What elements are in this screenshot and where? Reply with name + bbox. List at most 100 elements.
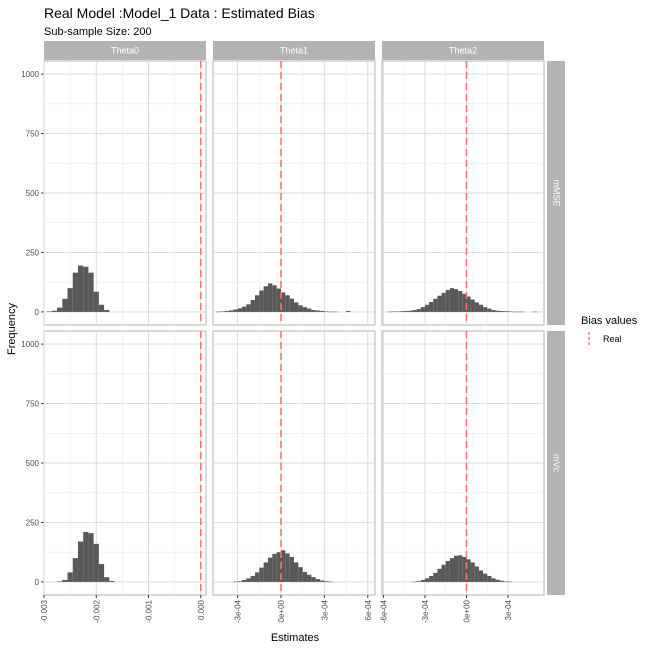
histogram-bar <box>416 309 421 312</box>
histogram-bar <box>72 272 78 312</box>
histogram-bar <box>512 311 517 313</box>
histogram-bar <box>324 311 329 312</box>
histogram-bar <box>246 304 251 312</box>
histogram-bar <box>228 310 234 312</box>
histogram-bar <box>289 298 294 312</box>
x-axis-label: Estimates <box>271 632 320 644</box>
histogram-bar <box>307 574 312 582</box>
histogram-bar <box>433 298 438 312</box>
histogram-bar <box>412 581 417 583</box>
histogram-bar <box>441 292 446 312</box>
legend-title: Bias values <box>581 315 638 327</box>
histogram-bar <box>416 581 421 582</box>
histogram-bar <box>237 308 242 312</box>
histogram-bar <box>276 288 281 312</box>
legend: Bias values Real <box>581 315 638 345</box>
histogram-bar <box>298 567 303 582</box>
histogram-bar <box>57 307 63 312</box>
y-axis-label: Frequency <box>6 303 18 355</box>
y-tick-label: 250 <box>26 248 40 257</box>
x-tick-label: -0.002 <box>92 599 101 622</box>
histogram-bar <box>294 562 299 582</box>
histogram-bar <box>280 292 286 312</box>
histogram-bar <box>495 310 500 312</box>
panel-mvc-theta0 <box>43 330 207 596</box>
panel-mmse-theta2 <box>381 60 545 326</box>
histogram-bar <box>445 560 450 582</box>
histogram-bar <box>458 290 463 312</box>
y-tick-label: 250 <box>26 518 40 527</box>
histogram-bar <box>285 295 290 312</box>
histogram-bar <box>508 581 513 583</box>
histogram-bar <box>429 575 434 582</box>
histogram-bar <box>478 304 484 312</box>
histogram-bar <box>272 285 277 312</box>
histogram-bar <box>311 577 316 582</box>
y-tick-label: 1000 <box>21 70 39 79</box>
histogram-bar <box>474 566 479 582</box>
histogram-bar <box>67 572 73 582</box>
histogram-bar <box>466 296 471 312</box>
histogram-bar <box>491 578 496 582</box>
histogram-bar <box>400 311 405 312</box>
x-tick-label: -0.003 <box>40 599 49 622</box>
histogram-bar <box>333 311 338 313</box>
legend-label-real: Real <box>603 334 622 344</box>
histogram-bar <box>302 571 308 582</box>
histogram-bar <box>311 310 316 312</box>
histogram-bar <box>503 311 508 312</box>
histogram-bar <box>328 581 334 583</box>
histogram-bar <box>474 302 479 312</box>
x-tick-label: -0.001 <box>145 599 154 622</box>
histogram-bar <box>508 311 513 312</box>
histogram-bar <box>241 580 247 582</box>
facet-panels: Theta0 Theta1 Theta2 mMSE mVc 0 250 500 750 1000 0… <box>21 41 565 623</box>
y-tick-label: 500 <box>26 459 40 468</box>
histogram-bar <box>315 310 321 312</box>
histogram-bar <box>104 577 110 582</box>
histogram-bar <box>437 295 442 312</box>
histogram-bar <box>437 568 442 582</box>
x-tick-label: -3e-04 <box>234 599 243 623</box>
histogram-bar <box>272 553 277 582</box>
histogram-bar <box>267 557 273 582</box>
y-tick-label: 750 <box>26 130 40 139</box>
histogram-bar <box>433 572 438 582</box>
histogram-bar <box>67 288 73 312</box>
histogram-bar <box>46 311 52 312</box>
histogram-bar <box>441 564 446 582</box>
histogram-bar <box>250 300 255 312</box>
histogram-bar <box>412 310 417 312</box>
facet-strip-mmse <box>547 61 565 325</box>
histogram-bar <box>51 310 58 312</box>
histogram-bar <box>470 562 475 582</box>
histogram-bar <box>72 558 78 582</box>
histogram-bar <box>276 552 281 582</box>
histogram-bar <box>315 579 321 582</box>
histogram-bar <box>246 578 251 582</box>
histogram-bar <box>109 580 115 582</box>
histogram-bar <box>324 581 329 582</box>
histogram-bar <box>254 572 260 582</box>
histogram-bar <box>487 575 492 582</box>
histogram-bar <box>420 580 425 582</box>
histogram-bar <box>445 290 450 312</box>
panel-mmse-theta1 <box>212 60 376 326</box>
histogram-bar <box>267 283 273 312</box>
histogram-bar <box>395 311 400 312</box>
histogram-bar <box>220 311 225 312</box>
histogram-bar <box>408 310 413 312</box>
histogram-bar <box>263 286 268 312</box>
histogram-bar <box>233 309 238 312</box>
histogram-bar <box>104 310 110 312</box>
histogram-bar <box>462 556 467 582</box>
histogram-bar <box>241 306 247 312</box>
histogram-bar <box>516 311 521 313</box>
histogram-bar <box>302 307 308 312</box>
histogram-bar <box>429 301 434 312</box>
histogram-bar <box>466 559 471 582</box>
x-tick-label: -3e-04 <box>421 599 430 623</box>
histogram-bar <box>449 558 454 582</box>
histogram-bar <box>387 311 392 313</box>
histogram-bar <box>483 307 488 312</box>
